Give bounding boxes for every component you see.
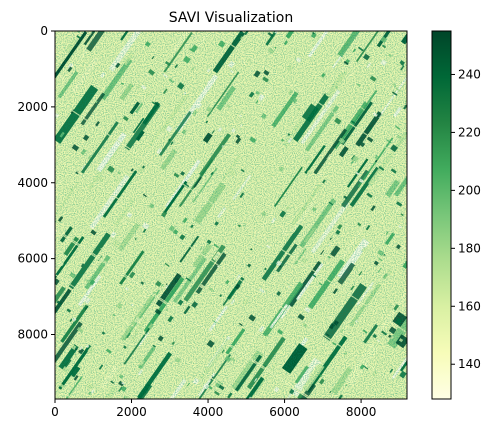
- field-strip: [311, 0, 324, 6]
- heatmap-speckle: [55, 31, 407, 399]
- field-strip: [337, 0, 369, 30]
- field-strip: [55, 39, 56, 65]
- field-strip: [308, 411, 342, 433]
- field-strip: [152, 405, 171, 430]
- field-strip: [75, 31, 116, 33]
- field-strip: [13, 42, 28, 61]
- field-strip: [15, 14, 26, 27]
- field-strip: [405, 138, 407, 158]
- y-tick-label: 2000: [17, 100, 48, 114]
- field-strip: [415, 197, 434, 222]
- field-strip: [277, 0, 293, 5]
- field-strip: [4, 188, 27, 220]
- field-strip: [297, 0, 326, 19]
- y-axis: 0 2000 4000 6000 8000: [17, 24, 55, 342]
- field-strip: [0, 8, 38, 65]
- colorbar-tick-label: 180: [458, 241, 481, 255]
- field-strip: [330, 8, 347, 30]
- colorbar-gradient: [431, 30, 452, 400]
- field-strip: [17, 273, 35, 296]
- y-tick-label: 4000: [17, 176, 48, 190]
- field-strip: [16, 265, 54, 317]
- x-tick-label: 8000: [346, 405, 377, 419]
- colorbar-tick-label: 140: [458, 357, 481, 371]
- field-strip: [3, 361, 46, 419]
- field-strip: [231, 0, 255, 8]
- field-strip: [14, 413, 26, 428]
- field-strip: [159, 411, 175, 433]
- colorbar-tick-label: 160: [458, 299, 481, 313]
- y-tick-label: 6000: [17, 252, 48, 266]
- colorbar-tick-label: 200: [458, 183, 481, 197]
- x-tick-label: 6000: [269, 405, 300, 419]
- field-strip: [63, 0, 83, 26]
- field-strip: [221, 411, 245, 433]
- field-strip: [13, 270, 31, 295]
- field-strip: [13, 350, 43, 391]
- plot-frame: [54, 30, 408, 400]
- plot-area: [0, 0, 434, 433]
- field-strip: [10, 217, 22, 231]
- x-tick-label: 2000: [116, 405, 147, 419]
- colorbar-tick-label: 220: [458, 125, 481, 139]
- field-strip: [404, 318, 407, 346]
- field-strip: [127, 13, 140, 29]
- field-strip: [313, 0, 341, 27]
- field-strip: [315, 0, 333, 7]
- field-strip: [235, 396, 255, 399]
- field-strip: [414, 343, 427, 360]
- x-tick-label: 0: [51, 405, 59, 419]
- field-strip: [12, 362, 23, 374]
- y-tick-label: 8000: [17, 328, 48, 342]
- chart-title: SAVI Visualization: [169, 10, 293, 26]
- field-strip: [17, 122, 36, 147]
- x-tick-label: 4000: [193, 405, 224, 419]
- colorbar-axis: 140 160 180 200 220 240: [451, 67, 481, 371]
- field-strip: [10, 0, 23, 7]
- field-strip: [411, 303, 429, 327]
- colorbar: 140 160 180 200 220 240: [431, 30, 481, 400]
- field-strip: [316, 405, 350, 433]
- field-strip: [323, 11, 332, 22]
- colorbar-tick-label: 240: [458, 67, 481, 81]
- field-strip: [406, 213, 407, 249]
- y-tick-label: 0: [40, 24, 48, 38]
- field-strip: [11, 269, 49, 318]
- field-strip: [275, 0, 299, 9]
- field-strip: [62, 0, 73, 4]
- x-axis: 0 2000 4000 6000 8000: [51, 399, 376, 419]
